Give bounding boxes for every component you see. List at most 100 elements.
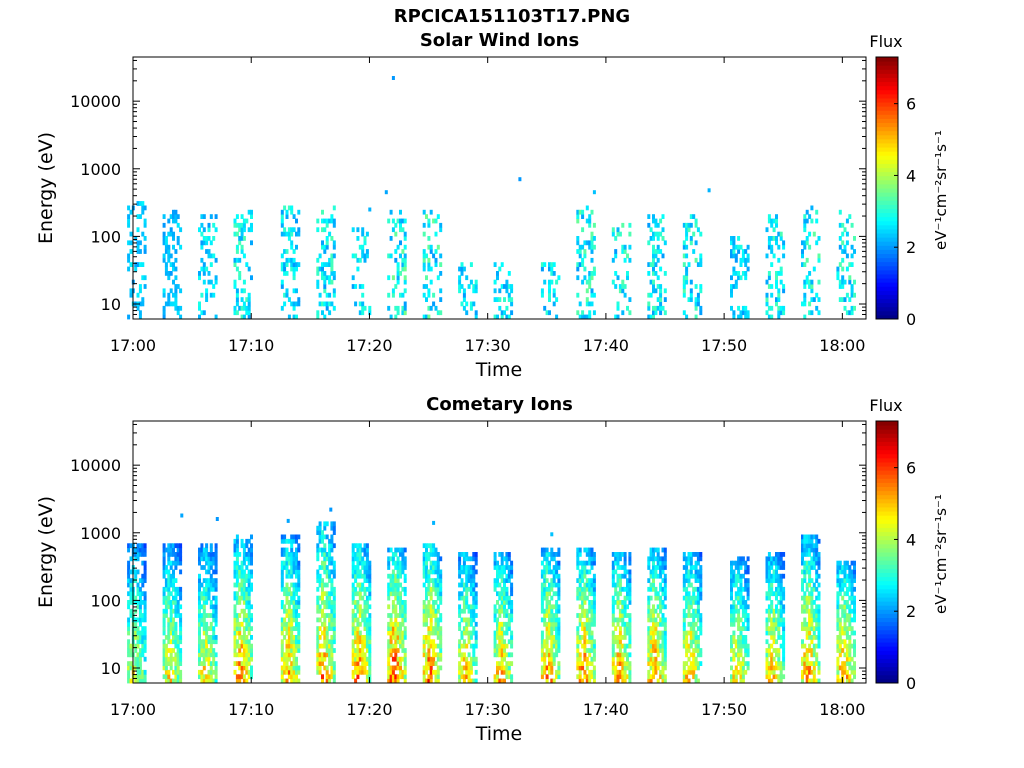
heat-cell <box>242 656 246 662</box>
heat-cell <box>214 582 218 588</box>
heat-cell <box>396 661 400 666</box>
heat-cell <box>396 582 400 588</box>
heat-cell <box>240 669 244 675</box>
heat-cell <box>439 643 443 649</box>
heat-cell <box>328 604 332 610</box>
heat-cell <box>812 674 816 680</box>
heat-cell <box>233 284 237 289</box>
heat-cell <box>805 608 809 614</box>
heat-cell <box>458 275 462 281</box>
heat-cell <box>238 275 242 281</box>
heat-cell <box>659 600 663 605</box>
heat-cell <box>176 552 180 557</box>
heat-cell <box>548 292 551 298</box>
heat-cell <box>205 639 209 645</box>
heat-cell <box>592 560 596 566</box>
heat-cell <box>503 648 506 653</box>
heat-cell <box>692 231 696 237</box>
heat-cell <box>557 560 561 566</box>
heat-cell <box>493 674 497 680</box>
heat-cell <box>853 305 856 311</box>
heat-cell <box>363 608 367 614</box>
heat-cell <box>765 227 769 233</box>
heat-cell <box>285 547 289 553</box>
heat-cell <box>472 569 476 575</box>
heat-cell <box>361 595 365 601</box>
heat-cell <box>287 648 291 653</box>
heat-cell <box>845 669 849 675</box>
heat-cell <box>469 262 473 267</box>
heat-cell <box>321 560 324 566</box>
heat-cell <box>614 560 618 566</box>
heat-cell <box>583 314 587 320</box>
heat-cell <box>775 639 778 645</box>
heat-cell <box>174 214 178 219</box>
heat-cell <box>734 565 738 570</box>
heat-cell <box>694 674 698 680</box>
heat-cell <box>472 600 476 605</box>
heat-cell <box>436 626 440 631</box>
heat-cell <box>654 222 658 228</box>
heat-cell <box>321 275 324 281</box>
heat-cell <box>172 301 175 307</box>
heat-cell <box>396 656 400 662</box>
heat-cell <box>850 253 854 259</box>
heat-cell <box>661 560 665 566</box>
heat-cell <box>472 565 476 570</box>
heat-cell <box>323 630 327 636</box>
heat-cell <box>351 586 355 592</box>
heat-cell <box>692 600 696 605</box>
heat-cell <box>661 547 665 553</box>
heat-cell <box>427 288 431 294</box>
heat-cell <box>198 582 201 588</box>
heat-cell <box>358 284 362 289</box>
heat-cell <box>368 582 372 588</box>
heat-cell <box>321 552 324 557</box>
heat-cell <box>503 578 506 583</box>
heat-cell <box>363 253 367 259</box>
heat-cell <box>732 578 736 583</box>
heat-cell <box>138 613 142 618</box>
heat-cell <box>316 547 320 553</box>
heat-cell <box>198 556 201 562</box>
heat-cell <box>287 630 291 636</box>
heat-cell <box>853 249 856 254</box>
heat-cell <box>205 543 209 549</box>
heat-cell <box>647 292 651 298</box>
heat-cell <box>841 582 845 588</box>
heat-cell <box>212 635 216 640</box>
colorbar-swatch <box>876 208 898 214</box>
heat-cell <box>744 661 748 666</box>
heat-cell <box>496 678 499 684</box>
heat-cell <box>250 547 253 553</box>
heat-cell <box>618 578 622 583</box>
heat-cell <box>176 643 180 649</box>
colorbar-swatch <box>876 282 898 287</box>
heat-cell <box>628 600 632 605</box>
heat-cell <box>576 626 580 631</box>
heat-cell <box>323 591 327 597</box>
heat-cell <box>770 608 774 614</box>
heat-cell <box>505 591 509 597</box>
heat-cell <box>365 249 369 254</box>
heat-cell <box>138 310 142 316</box>
heat-cell <box>363 560 367 566</box>
heat-cell <box>127 600 131 605</box>
heat-cell <box>354 578 358 583</box>
heat-cell <box>540 643 544 649</box>
heat-cell <box>493 556 497 562</box>
heat-cell <box>767 218 771 224</box>
heat-cell <box>332 521 336 527</box>
heat-cell <box>240 665 244 671</box>
heat-cell <box>588 214 592 219</box>
heat-cell <box>808 543 812 549</box>
heat-cell <box>746 253 750 259</box>
heat-cell <box>162 656 166 662</box>
heat-cell <box>141 669 145 675</box>
heat-cell <box>626 652 629 658</box>
heat-cell <box>136 600 140 605</box>
heat-cell <box>332 630 336 636</box>
heat-cell <box>297 621 301 627</box>
heat-cell <box>590 674 594 680</box>
heat-cell <box>505 305 509 311</box>
